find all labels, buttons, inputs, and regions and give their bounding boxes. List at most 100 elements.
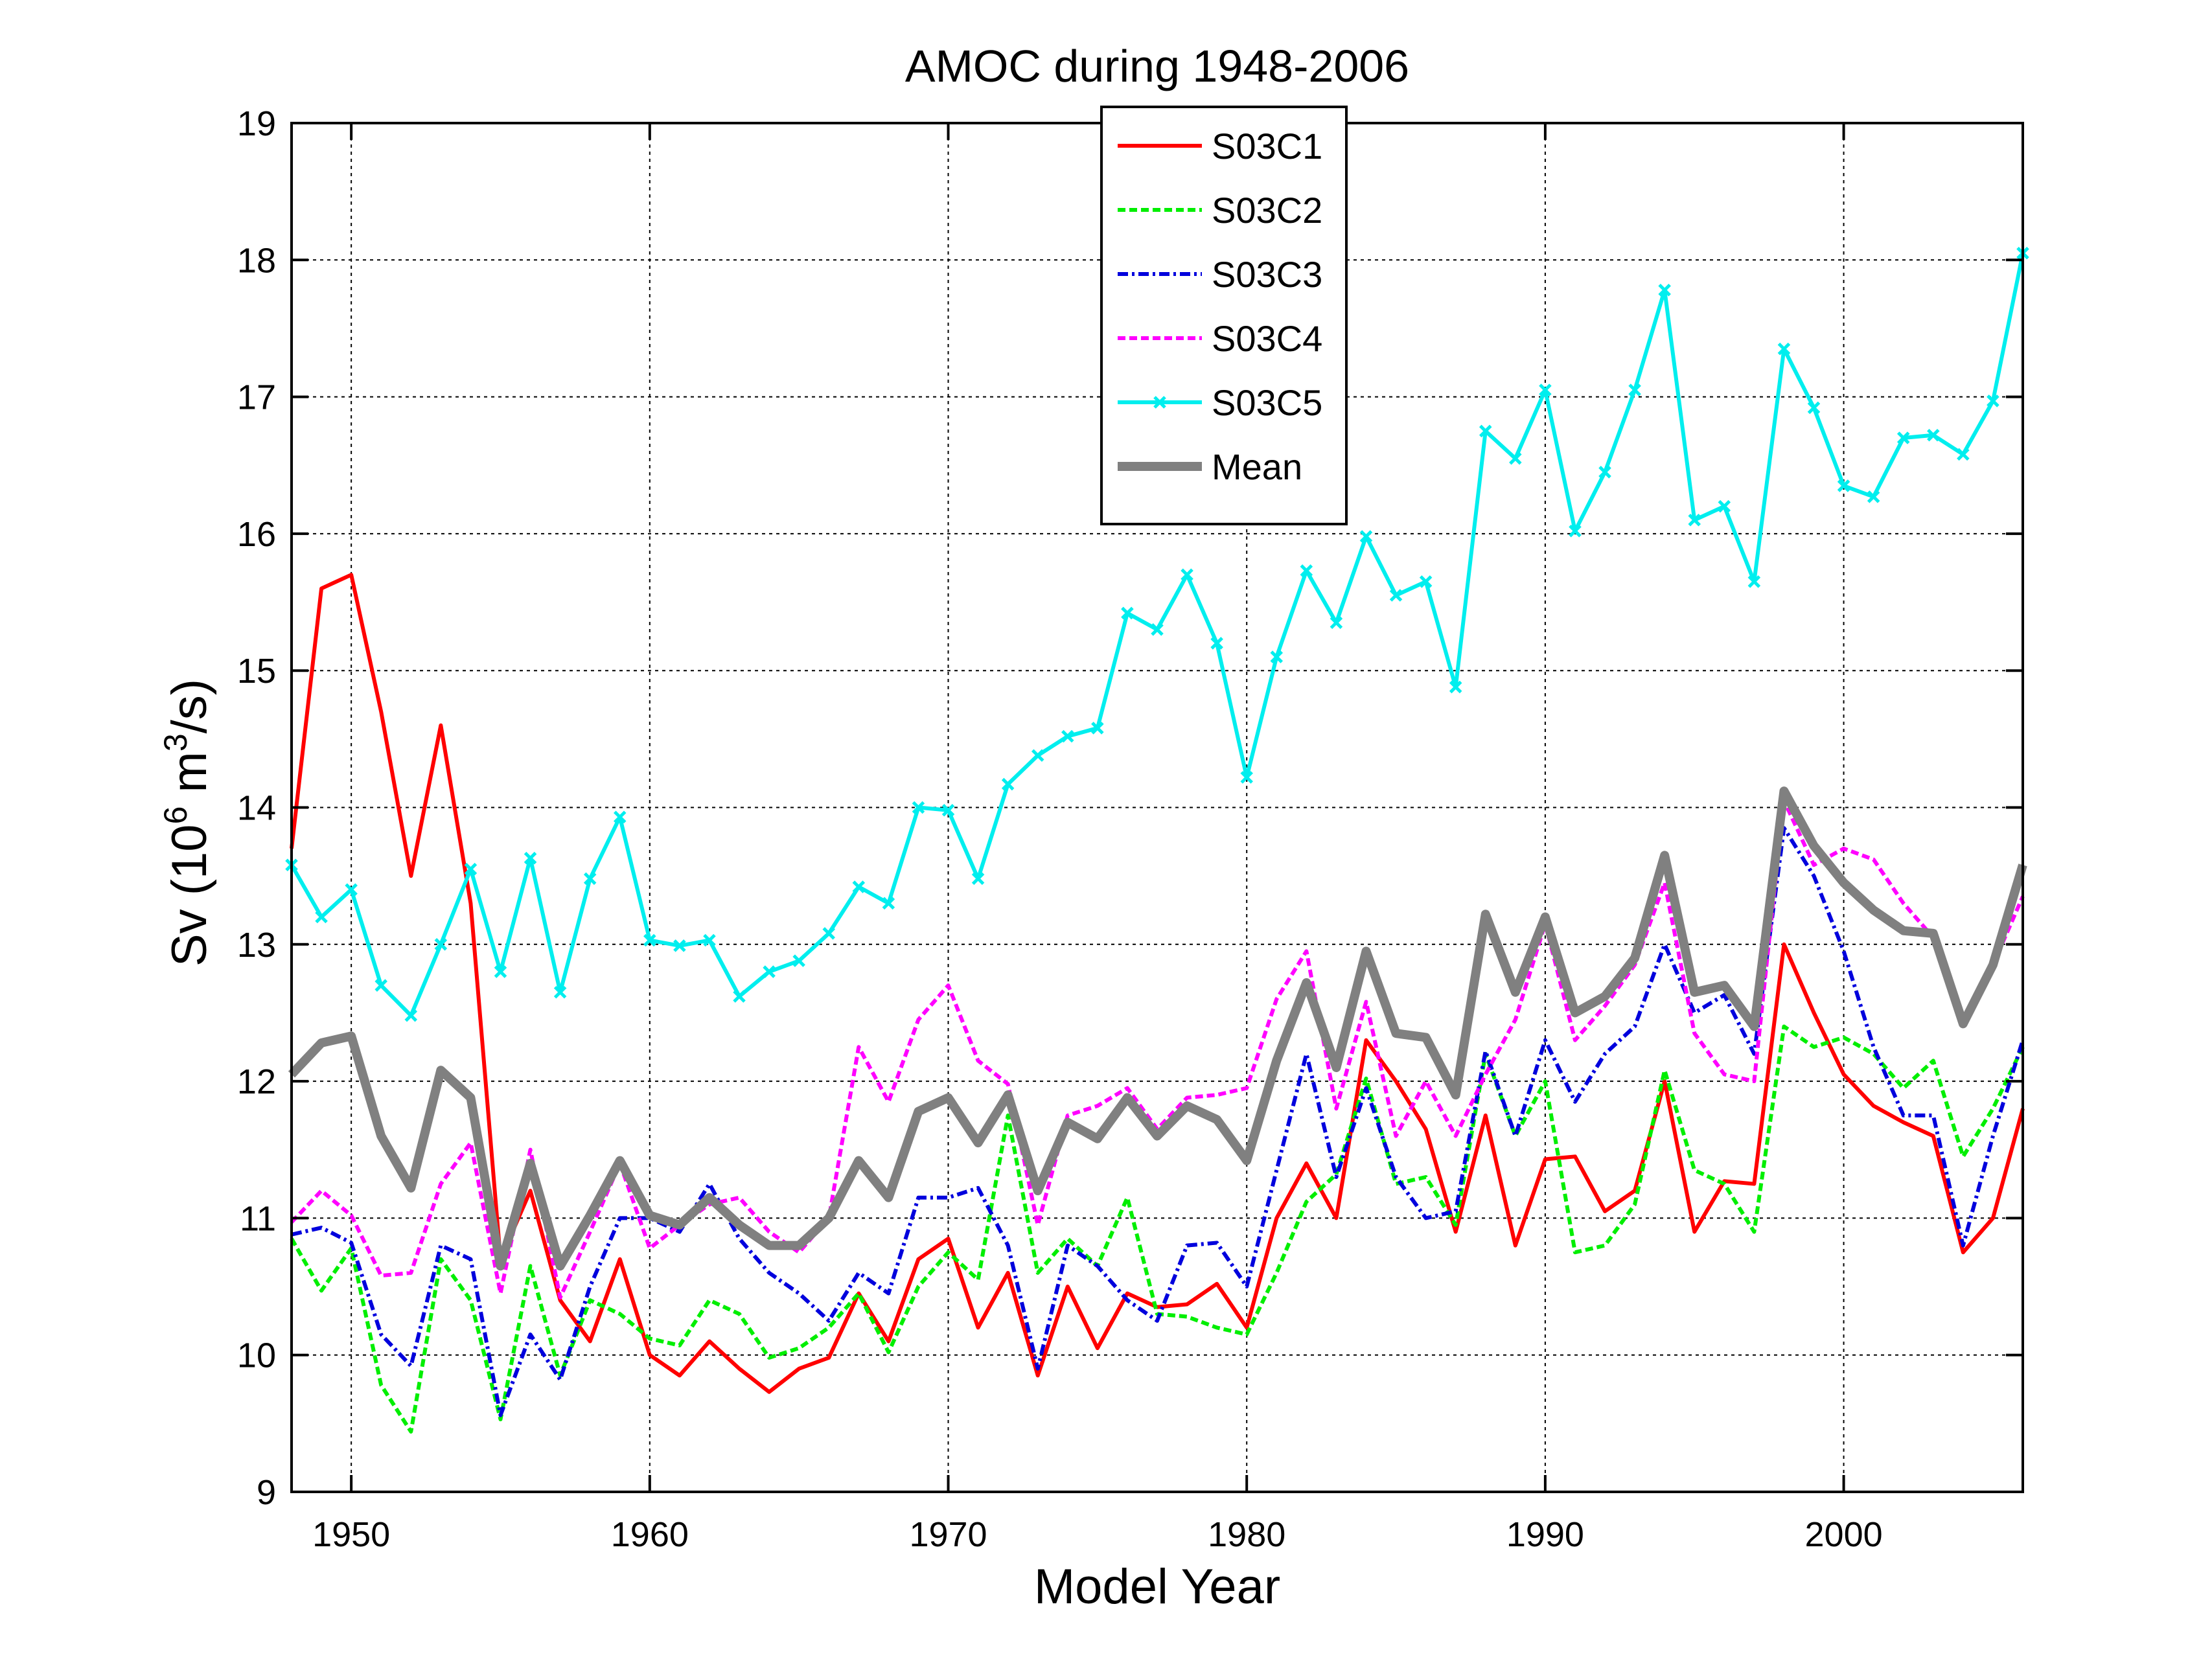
y-tick-label: 11 xyxy=(240,1199,276,1238)
series-marker-s03c5 xyxy=(583,872,597,886)
series-line-s03c2 xyxy=(290,1024,2025,1434)
data-series xyxy=(285,246,2029,1434)
series-marker-s03c5 xyxy=(1061,729,1074,743)
series-marker-s03c5 xyxy=(1240,771,1253,784)
y-tick-label: 18 xyxy=(237,241,276,280)
series-marker-s03c5 xyxy=(434,938,448,951)
series-marker-s03c5 xyxy=(912,801,925,814)
series-marker-s03c5 xyxy=(1777,342,1791,356)
chart-title: AMOC during 1948-2006 xyxy=(905,41,1409,91)
legend-item-s03c4: S03C4 xyxy=(1118,318,1322,359)
legend-box xyxy=(1100,106,1348,525)
series-marker-s03c5 xyxy=(1747,575,1761,588)
x-tick-label: 1970 xyxy=(909,1515,987,1554)
x-tick-label: 1950 xyxy=(312,1515,390,1554)
series-marker-s03c5 xyxy=(1539,383,1552,396)
y-tick-label: 16 xyxy=(237,515,276,554)
series-marker-s03c5 xyxy=(1181,568,1193,582)
series-marker-s03c5 xyxy=(882,897,895,910)
series-marker-s03c5 xyxy=(1896,431,1910,444)
x-tick-label: 1990 xyxy=(1506,1515,1584,1554)
series-line-mean xyxy=(288,786,2027,1271)
y-axis-label-exponent-1: 6 xyxy=(157,807,194,825)
legend-item-s03c3: S03C3 xyxy=(1118,254,1322,295)
series-marker-s03c5 xyxy=(1210,637,1223,650)
legend-label: Mean xyxy=(1212,446,1302,487)
series-marker-s03c5 xyxy=(822,927,836,940)
series-marker-s03c5 xyxy=(1867,490,1880,503)
y-axis-label-prefix: Sv (10 xyxy=(162,824,217,967)
series-marker-s03c5 xyxy=(613,810,627,824)
series-marker-s03c5 xyxy=(1628,383,1641,396)
series-marker-s03c5 xyxy=(1718,499,1731,513)
series-marker-s03c5 xyxy=(941,803,955,817)
series-marker-s03c5 xyxy=(1270,650,1284,663)
x-tick-label: 2000 xyxy=(1805,1515,1883,1554)
x-axis-label: Model Year xyxy=(1034,1559,1280,1614)
x-tick-label: 1960 xyxy=(611,1515,689,1554)
series-line-s03c3 xyxy=(291,826,2025,1417)
y-tick-label: 15 xyxy=(237,652,276,691)
series-marker-s03c5 xyxy=(464,862,478,876)
series-marker-s03c5 xyxy=(1987,395,1999,407)
series-marker-s03c5 xyxy=(553,985,567,999)
series-marker-s03c5 xyxy=(1330,616,1343,630)
legend-label: S03C1 xyxy=(1212,126,1322,166)
legend-item-mean: Mean xyxy=(1118,446,1302,487)
series-marker-s03c5 xyxy=(1807,401,1821,415)
series-marker-s03c5 xyxy=(1389,589,1403,602)
series-marker-s03c5 xyxy=(1509,452,1522,465)
legend-item-s03c1: S03C1 xyxy=(1118,126,1322,166)
y-tick-label: 9 xyxy=(257,1473,276,1512)
series-marker-s03c5 xyxy=(1837,479,1850,492)
series-marker-s03c5 xyxy=(1569,524,1582,538)
series-marker-s03c5 xyxy=(315,910,328,924)
series-marker-s03c5 xyxy=(763,965,776,978)
series-marker-s03c5 xyxy=(1001,777,1015,791)
series-marker-s03c5 xyxy=(852,880,866,893)
legend-label: S03C5 xyxy=(1212,382,1322,423)
series-marker-s03c5 xyxy=(1031,749,1044,762)
x-tick-labels: 1950 1960 1970 1980 1990 2000 xyxy=(312,1515,1883,1554)
legend-label: S03C2 xyxy=(1212,190,1322,231)
series-marker-s03c5 xyxy=(971,872,985,886)
y-axis-label-exponent-2: 3 xyxy=(157,733,194,751)
y-tick-label: 19 xyxy=(237,104,276,143)
y-axis-label-unit: m xyxy=(162,751,217,806)
series-marker-s03c5 xyxy=(1359,530,1373,543)
series-marker-s03c5 xyxy=(494,965,507,978)
y-axis-label-suffix: /s) xyxy=(162,679,217,733)
y-tick-label: 12 xyxy=(237,1062,276,1101)
legend: S03C1 S03C2 S03C3 S03C4 S03C5 Mean xyxy=(1100,106,1348,525)
series-marker-s03c5 xyxy=(733,990,746,1003)
series-marker-s03c5 xyxy=(404,1009,418,1022)
legend-label: S03C4 xyxy=(1212,318,1322,359)
y-tick-label: 13 xyxy=(237,926,276,965)
x-tick-label: 1980 xyxy=(1208,1515,1285,1554)
legend-item-s03c2: S03C2 xyxy=(1118,190,1322,231)
legend-label: S03C3 xyxy=(1212,254,1322,295)
legend-item-s03c5: S03C5 xyxy=(1118,382,1322,423)
series-marker-s03c5 xyxy=(524,851,537,865)
series-marker-s03c5 xyxy=(1598,466,1611,479)
series-marker-s03c5 xyxy=(643,933,656,947)
series-marker-s03c5 xyxy=(1419,575,1433,588)
series-marker-s03c5 xyxy=(792,954,805,967)
y-tick-labels: 9 10 11 12 13 14 15 16 17 18 19 xyxy=(237,104,276,1512)
series-marker-s03c5 xyxy=(1957,448,1970,461)
series-marker-s03c5 xyxy=(1479,424,1492,438)
series-marker-s03c5 xyxy=(1121,606,1134,620)
series-marker-s03c5 xyxy=(703,933,716,947)
series-marker-s03c5 xyxy=(1300,564,1313,577)
series-marker-s03c5 xyxy=(345,883,358,897)
series-marker-s03c5 xyxy=(1091,722,1104,735)
y-tick-label: 17 xyxy=(237,378,276,417)
y-tick-label: 10 xyxy=(237,1336,276,1375)
legend-marker xyxy=(1153,396,1166,409)
series-marker-s03c5 xyxy=(374,979,387,992)
series-marker-s03c5 xyxy=(673,939,686,952)
y-tick-label: 14 xyxy=(237,789,276,828)
series-marker-s03c5 xyxy=(1658,284,1671,297)
y-axis-label: Sv (106 m3/s) xyxy=(157,679,217,967)
